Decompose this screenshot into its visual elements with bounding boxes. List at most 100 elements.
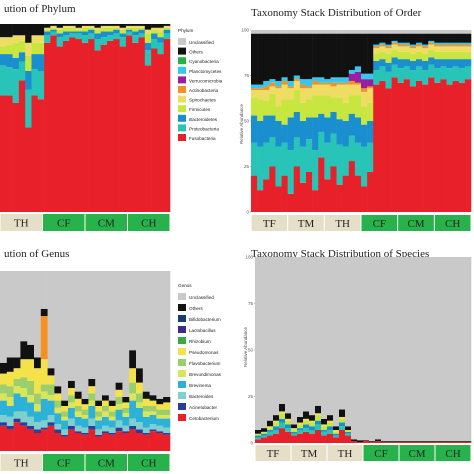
group-label: CH [445, 218, 460, 230]
bar-segment-unclassified [281, 30, 288, 34]
bar-segment-actinobacteria [299, 84, 307, 89]
bar-segment-fusobacteria [62, 40, 70, 212]
bar-segment-proteobacteria [12, 69, 20, 103]
bar-segment-firmicutes [379, 51, 386, 60]
bar-segment-actinobacteria [342, 82, 350, 85]
bar-segment-fusobacteria [102, 433, 110, 451]
bar-segment-unclassified [361, 30, 368, 34]
bar-segment-planctomycetes [312, 77, 319, 81]
bar-segment-bacteroidetes [391, 57, 398, 65]
bar-segment-firmicutes [336, 97, 343, 120]
bar-segment-proteobacteria [345, 433, 352, 436]
bar-segment-bacteroidetes [464, 59, 472, 67]
bar-segment-planctomycetes [416, 42, 423, 45]
bar-segment-spirochaetes [440, 46, 447, 52]
bar-segment-brevundimonas [6, 397, 14, 406]
y-tick-label: 100 [245, 255, 253, 260]
group-strip-cf [43, 214, 85, 231]
bar-segment-others [37, 24, 45, 36]
bar-segment-fusobacteria [251, 175, 258, 212]
bar-segment-bacteroides [20, 411, 28, 423]
bar-segment-others [391, 33, 398, 41]
bar-segment-flavobacterium [136, 393, 144, 403]
bar-segment-brevundimonas [27, 395, 35, 403]
y-axis-label: Relative Abundance [243, 326, 248, 367]
bar-segment-firmicutes [163, 27, 171, 30]
bar-segment-spirochaetes [88, 25, 95, 28]
bar-segment-bacteroides [81, 427, 89, 433]
bar-segment-fusobacteria [125, 35, 133, 212]
bar-segment-firmicutes [62, 27, 70, 32]
legend-swatch [178, 326, 186, 333]
bar-segment-bacteroidetes [279, 418, 286, 423]
bar-segment-firmicutes [403, 51, 411, 60]
bar-segment-proteobacteria [107, 35, 114, 41]
bar-segment-fusobacteria [61, 436, 69, 451]
bar-segment-fusobacteria [163, 434, 171, 451]
bar-segment-spirochaetes [293, 80, 301, 91]
bar-segment-unclassified [108, 271, 116, 401]
bar-segment-unclassified [122, 271, 130, 397]
bar-segment-firmicutes [281, 99, 288, 125]
bar-segment-others [447, 441, 454, 443]
bar-segment-flavobacterium [47, 384, 55, 396]
bar-segment-bacteroidetes [293, 111, 301, 138]
bar-segment-pseudomonas [122, 402, 130, 408]
bar-segment-others [50, 24, 57, 26]
bar-segment-flavobacterium [54, 400, 62, 408]
bar-segment-fusobacteria [452, 80, 460, 213]
bar-segment-proteobacteria [163, 33, 171, 40]
bar-segment-actinobacteria [336, 82, 343, 85]
bar-segment-proteobacteria [81, 35, 89, 43]
bar-segment-verrucomicrobia [361, 79, 368, 89]
bar-segment-others [318, 33, 325, 78]
bar-segment-acinetobacter [0, 422, 8, 426]
group-strip-cf [43, 454, 85, 471]
bar-segment-proteobacteria [293, 137, 301, 167]
bar-segment-proteobacteria [44, 35, 51, 43]
bar-segment-proteobacteria [144, 50, 152, 66]
bar-segment-proteobacteria [416, 66, 423, 81]
bar-segment-fusobacteria [108, 434, 116, 451]
bar-segment-others [95, 400, 103, 406]
bar-segment-actinobacteria [428, 42, 435, 45]
bar-segment-fusobacteria [56, 46, 64, 213]
bar-segment-spirochaetes [321, 424, 328, 427]
bar-segment-spirochaetes [428, 44, 435, 51]
bar-segment-proteobacteria [251, 142, 258, 176]
bar-segment-spirochaetes [452, 46, 460, 52]
group-strip-cf [363, 445, 399, 461]
bar-segment-unclassified [375, 257, 382, 440]
legend-swatch [178, 124, 186, 132]
bar-segment-spirochaetes [312, 84, 319, 96]
group-strip-ch [435, 445, 471, 461]
bar-segment-proteobacteria [157, 42, 165, 55]
bar-segment-unclassified [136, 271, 144, 369]
bar-segment-proteobacteria [428, 64, 435, 78]
bar-segment-proteobacteria [113, 33, 120, 40]
bar-segment-firmicutes [324, 95, 331, 118]
bar-segment-pseudomonas [34, 368, 42, 394]
genus-chart: ution of Genus Genus Unclassified Others Bi… [0, 248, 222, 471]
bar-segment-planctomycetes [251, 84, 258, 89]
bar-segment-fusobacteria [324, 179, 331, 212]
bar-segment-fusobacteria [27, 429, 35, 451]
bar-segment-others [357, 440, 364, 443]
bar-segment-spirochaetes [327, 420, 334, 423]
bar-segment-unclassified [339, 257, 346, 410]
bar-segment-proteobacteria [321, 431, 328, 436]
bar-segment-brevinema [136, 407, 144, 423]
bar-segment-unclassified [453, 257, 460, 442]
bar-segment-unclassified [452, 30, 460, 34]
bar-segment-bacteroidetes [336, 119, 343, 145]
bar-segment-unclassified [251, 30, 258, 34]
bar-segment-others [293, 33, 301, 76]
bar-segment-flavobacterium [129, 382, 137, 394]
legend-label: Actinobacteria [189, 88, 219, 93]
bar-segment-unclassified [279, 257, 286, 404]
group-label: CM [98, 458, 115, 470]
y-tick-label: 25 [244, 164, 250, 169]
bar-segment-proteobacteria [37, 71, 45, 100]
bar-segment-fusobacteria [263, 179, 270, 212]
bar-segment-proteobacteria [342, 146, 350, 176]
